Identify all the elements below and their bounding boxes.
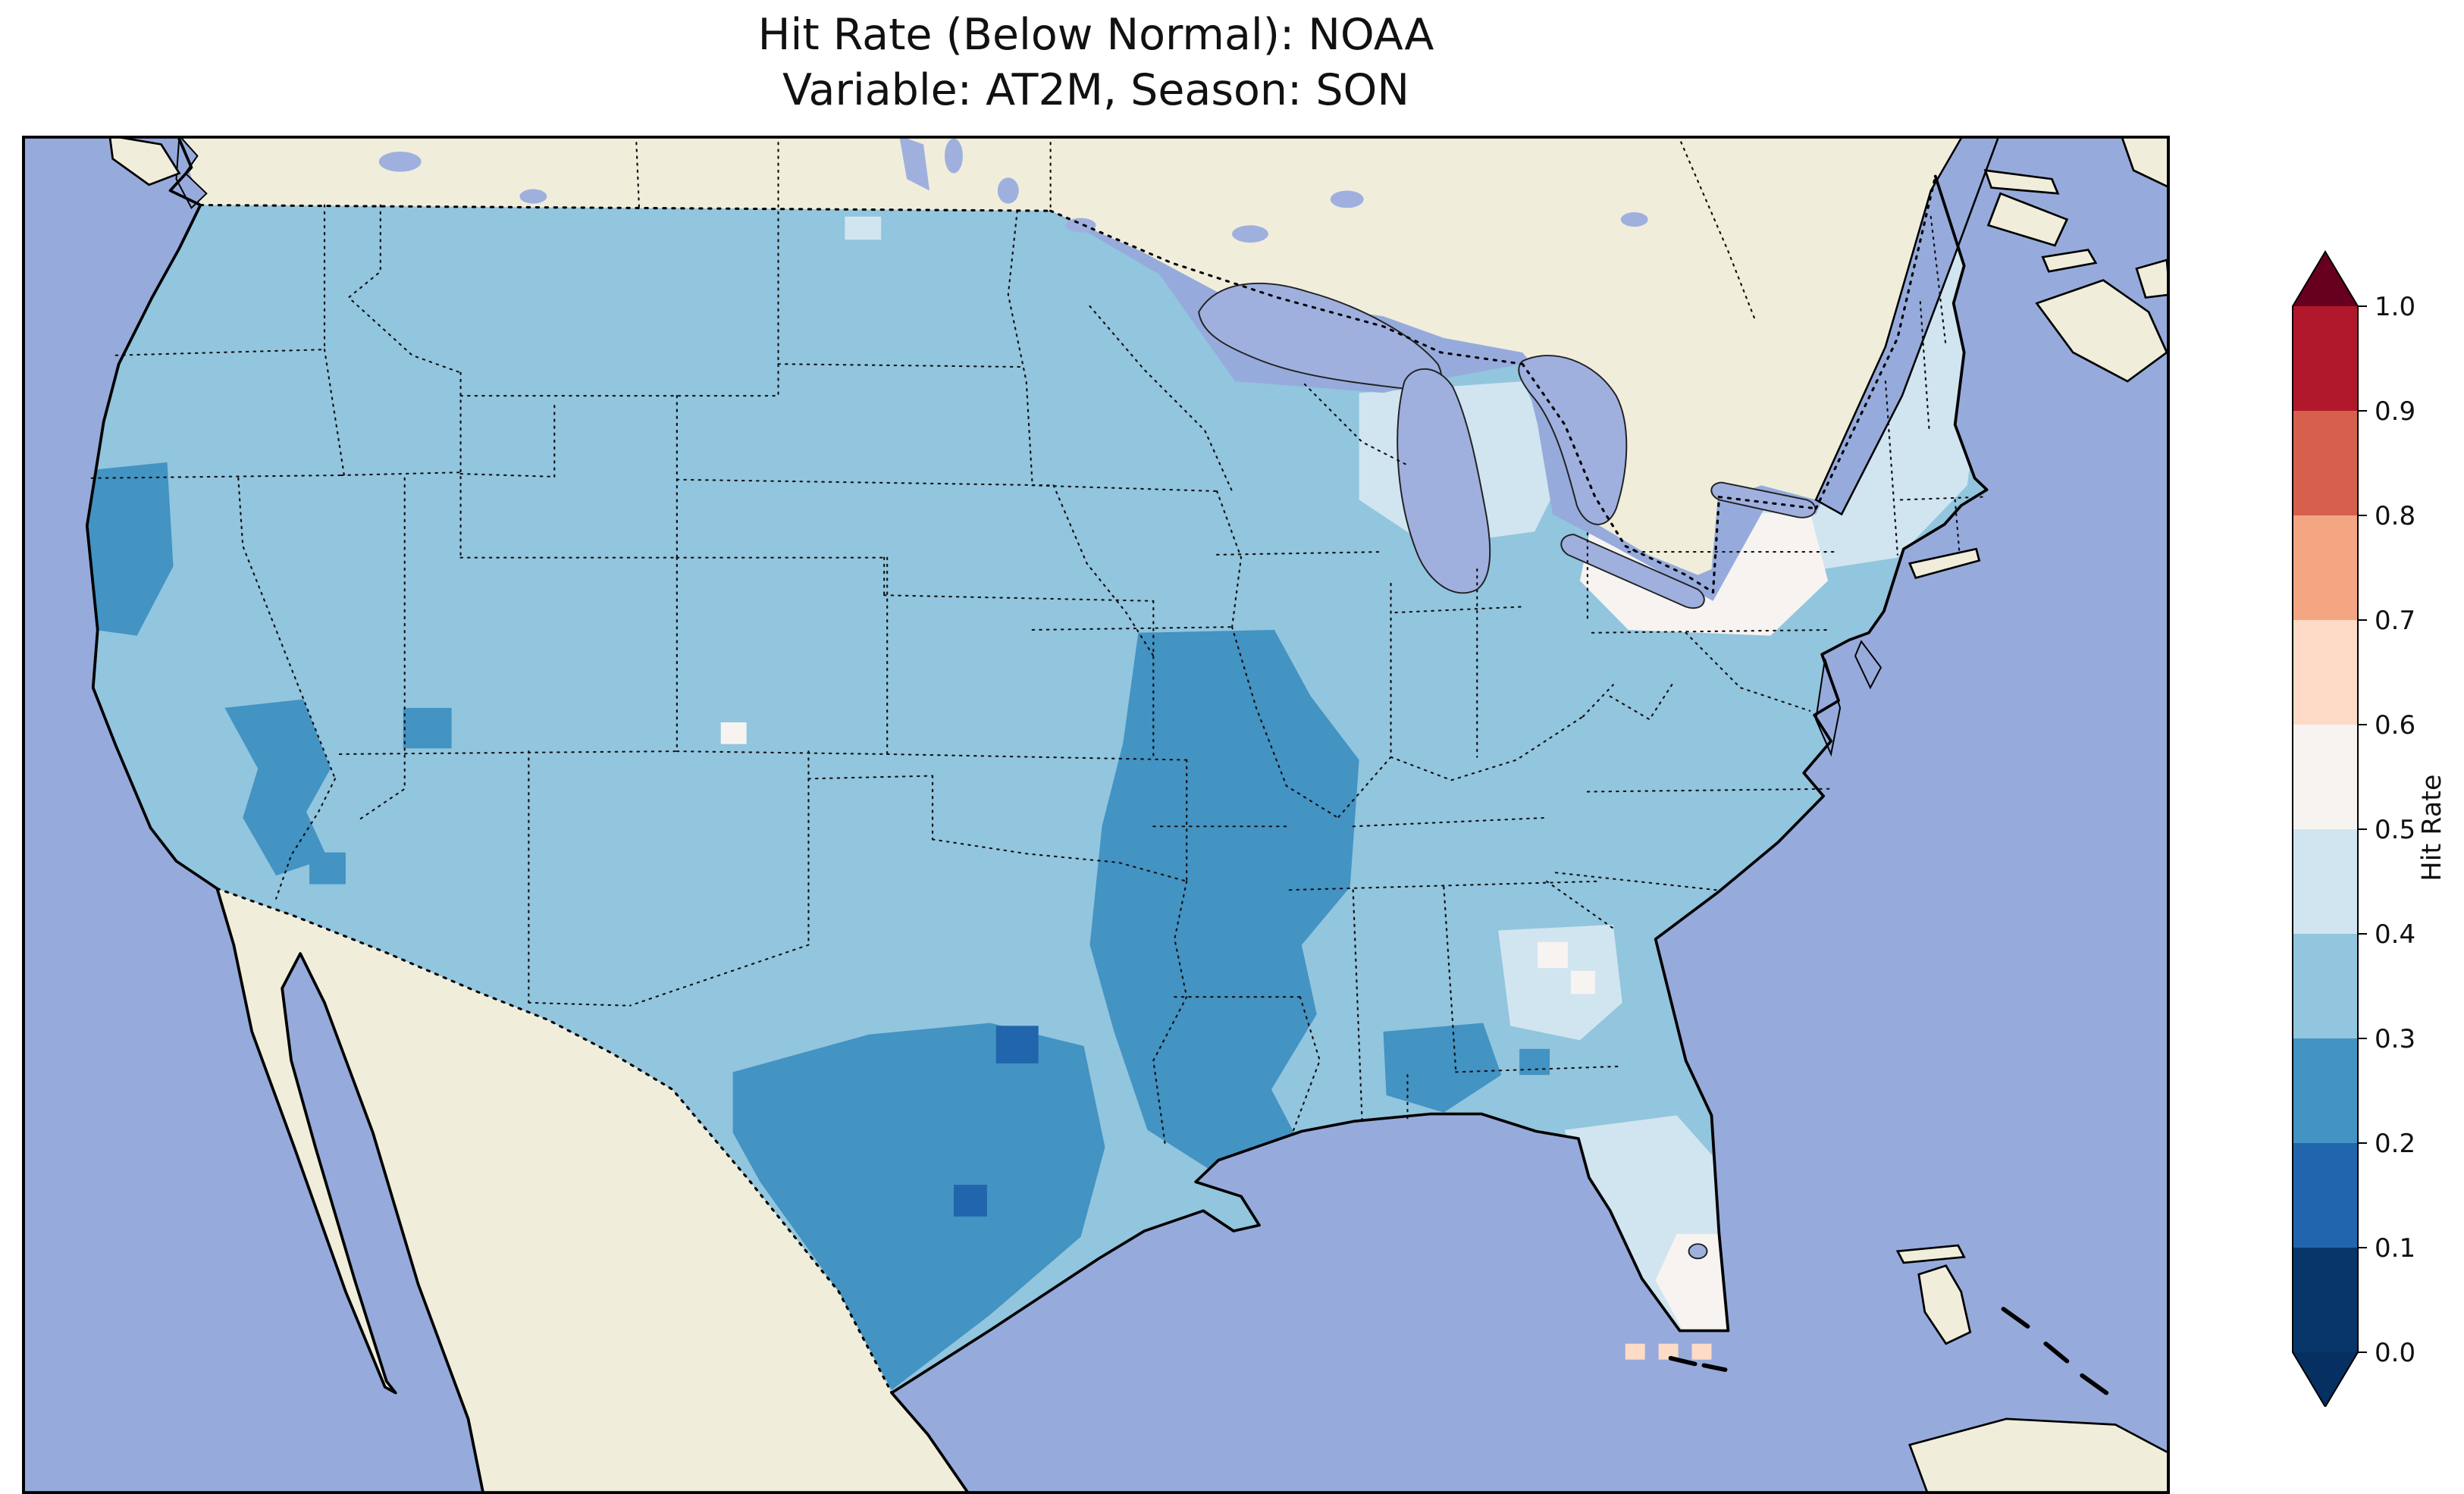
colorbar-band — [2293, 1038, 2358, 1144]
gaspe-peninsula — [1986, 192, 2069, 247]
colorbar-band — [2293, 829, 2358, 935]
colorbar-tick-label: 0.8 — [2375, 501, 2415, 531]
colorbar-band — [2293, 620, 2358, 725]
region-arizona-spot — [309, 852, 346, 885]
canada-lake — [378, 151, 422, 172]
puget-sound — [175, 136, 208, 209]
pacific-mexico-coast — [85, 136, 485, 1494]
colorbar-tick-label: 0.7 — [2375, 606, 2415, 636]
canada-land — [177, 136, 1970, 575]
colorbar-axis-label: Hit Rate — [2417, 774, 2447, 882]
region-georgia-light — [1498, 924, 1622, 1041]
lake-michigan — [1397, 368, 1491, 594]
delaware-bay — [1854, 640, 1882, 690]
region-mississippi-valley — [1089, 629, 1359, 1170]
vancouver-island — [108, 136, 181, 186]
lake-erie — [1560, 534, 1705, 609]
region-north-california-coast — [86, 462, 174, 636]
region-georgia-small — [1519, 1048, 1550, 1076]
gulf-atlantic-coast — [890, 174, 1989, 1494]
mexico-land — [217, 888, 969, 1494]
great-lakes — [1198, 282, 1817, 1260]
map-panel — [22, 136, 2170, 1494]
islands — [108, 136, 2170, 1494]
colorbar-band — [2293, 725, 2358, 830]
lake-of-the-woods — [1065, 218, 1096, 233]
newfoundland — [2120, 136, 2170, 189]
island-chains — [1668, 1307, 2109, 1395]
lake-winnipeg — [899, 136, 930, 191]
grand-bahama — [1895, 1244, 1966, 1264]
cell-georgia-2 — [1570, 970, 1595, 994]
hit-rate-regions-01-02 — [953, 1026, 1039, 1217]
cuba — [1908, 1417, 2170, 1494]
cell-central-texas — [995, 1026, 1039, 1063]
bahama-chain — [2001, 1307, 2109, 1395]
figure-title-line1: Hit Rate (Below Normal): NOAA — [757, 10, 1434, 60]
canada-province-borders — [635, 136, 1757, 322]
colorbar-band — [2293, 306, 2358, 412]
cell-georgia-1 — [1538, 941, 1568, 969]
colorbar-band — [2293, 934, 2358, 1039]
cell-keys-1 — [1625, 1343, 1645, 1360]
figure-title-line2: Variable: AT2M, Season: SON — [782, 64, 1410, 115]
colorbar-tick-label: 0.3 — [2375, 1024, 2415, 1054]
canada-lake — [519, 189, 547, 204]
colorbar-tick-label: 0.6 — [2375, 710, 2415, 741]
state-borders — [90, 136, 1983, 1148]
colorbar-tick-label: 1.0 — [2375, 292, 2415, 322]
florida-keys — [1668, 1355, 1728, 1372]
colorbar-band — [2293, 1248, 2358, 1353]
region-south-florida — [1655, 1233, 1732, 1331]
canada-lake — [1330, 190, 1364, 208]
cape-breton — [2135, 258, 2170, 299]
figure-title: Hit Rate (Below Normal): NOAA Variable: … — [22, 8, 2170, 118]
colorbar-tick-label: 0.9 — [2375, 396, 2415, 427]
colorbar: 1.0 0.9 0.8 0.7 0.6 0.5 0.4 0.3 0.2 0.1 0.0 — [2292, 250, 2415, 1407]
colorbar-tick-label: 0.1 — [2375, 1233, 2415, 1264]
us-hit-rate-map — [22, 136, 2170, 1494]
lake-nipigon — [1232, 225, 1268, 243]
cell-south-texas — [953, 1185, 987, 1217]
colorbar-under-arrow — [2293, 1352, 2358, 1407]
cell-keys-2 — [1658, 1343, 1679, 1360]
colorbar-band — [2293, 411, 2358, 516]
hit-rate-regions-06-07 — [1625, 1343, 1712, 1360]
state-border-lines — [90, 204, 1983, 1148]
canada-lake — [997, 177, 1019, 204]
lake-okeechobee — [1688, 1243, 1708, 1260]
lake-ontario — [1710, 481, 1817, 518]
coastlines — [85, 136, 1989, 1494]
colorbar-tick-label: 0.4 — [2375, 919, 2415, 950]
colorbar-tick-label: 0.2 — [2375, 1129, 2415, 1159]
region-utah-arizona-spot — [403, 707, 452, 749]
region-texas — [732, 1023, 1105, 1390]
lake-huron — [1518, 355, 1628, 525]
canada-lake — [1620, 212, 1648, 227]
non-us-land — [177, 136, 1970, 1494]
national-borders — [199, 174, 1937, 1395]
canada-lakes — [378, 136, 1648, 243]
prince-edward-island — [2041, 249, 2098, 273]
cell-keys-3 — [1691, 1343, 1712, 1360]
colorbar-tick-label: 0.0 — [2375, 1338, 2415, 1368]
hit-rate-regions-02-03 — [86, 462, 1550, 1390]
canada-lake — [944, 138, 963, 174]
cell-north-dakota — [845, 216, 882, 240]
long-island — [1908, 547, 1981, 579]
andros-island — [1917, 1264, 1972, 1345]
region-georgia-alabama — [1383, 1023, 1502, 1113]
anticosti-island — [1983, 169, 2060, 195]
colorbar-band — [2293, 1143, 2358, 1248]
us-canada-border — [199, 174, 1937, 594]
map-frame — [22, 136, 2170, 1494]
cell-colorado — [720, 722, 747, 744]
region-nevada — [224, 699, 331, 876]
colorbar-tick-label: 0.5 — [2375, 815, 2415, 845]
colorbar-over-arrow — [2293, 252, 2358, 306]
colorbar-band — [2293, 515, 2358, 621]
